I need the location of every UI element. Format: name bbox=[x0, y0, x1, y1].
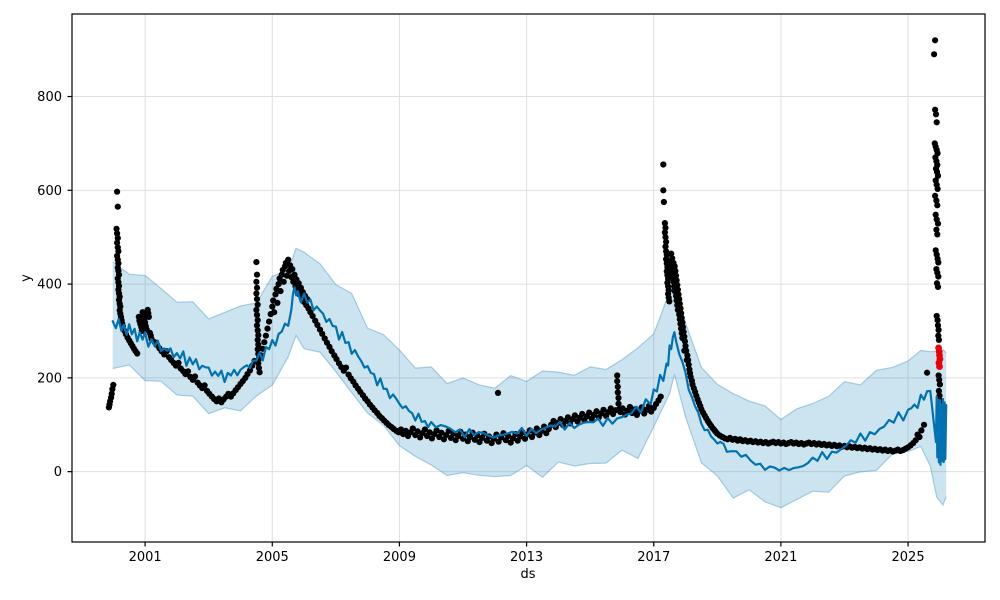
y-tick-label-800: 800 bbox=[37, 90, 62, 105]
plot-border bbox=[71, 13, 986, 543]
uncertainty-band-lower-edge bbox=[112, 334, 947, 509]
x-tick-label-2021: 2021 bbox=[764, 550, 797, 565]
x-tick-label-2005: 2005 bbox=[256, 550, 289, 565]
y-tick-label-400: 400 bbox=[37, 278, 62, 293]
anomalies-scatter bbox=[935, 344, 944, 370]
y-tick-label-200: 200 bbox=[37, 371, 62, 386]
axes: 2001 2005 2009 2013 2017 2021 2025 0 200 400 600 80… bbox=[37, 13, 986, 565]
data-series bbox=[105, 37, 948, 509]
x-axis-label: ds bbox=[520, 567, 535, 582]
x-tick-label-2013: 2013 bbox=[510, 550, 543, 565]
x-tick-label-2009: 2009 bbox=[383, 550, 416, 565]
x-tick-label-2017: 2017 bbox=[637, 550, 670, 565]
y-tick-label-0: 0 bbox=[54, 465, 62, 480]
observations-scatter bbox=[105, 37, 944, 455]
x-tick-label-2001: 2001 bbox=[129, 550, 162, 565]
y-axis-label: y bbox=[19, 274, 34, 282]
forecast-line bbox=[111, 286, 948, 472]
plot-background bbox=[72, 14, 985, 542]
uncertainty-band-upper-edge bbox=[112, 247, 947, 421]
x-tick-label-2025: 2025 bbox=[892, 550, 925, 565]
y-tick-label-600: 600 bbox=[37, 184, 62, 199]
